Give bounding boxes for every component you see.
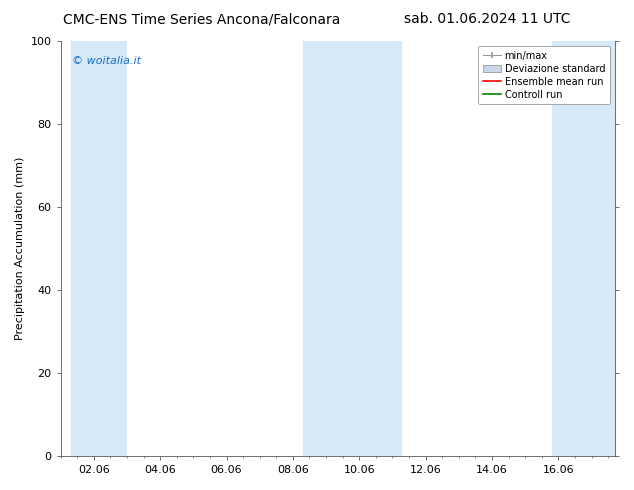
Bar [70, 41, 127, 456]
Bar [303, 41, 403, 456]
Text: © woitalia.it: © woitalia.it [72, 55, 141, 66]
Text: sab. 01.06.2024 11 UTC: sab. 01.06.2024 11 UTC [404, 12, 571, 26]
Legend: min/max, Deviazione standard, Ensemble mean run, Controll run: min/max, Deviazione standard, Ensemble m… [479, 46, 610, 104]
Bar [552, 41, 615, 456]
Text: CMC-ENS Time Series Ancona/Falconara: CMC-ENS Time Series Ancona/Falconara [63, 12, 341, 26]
Y-axis label: Precipitation Accumulation (mm): Precipitation Accumulation (mm) [15, 157, 25, 340]
